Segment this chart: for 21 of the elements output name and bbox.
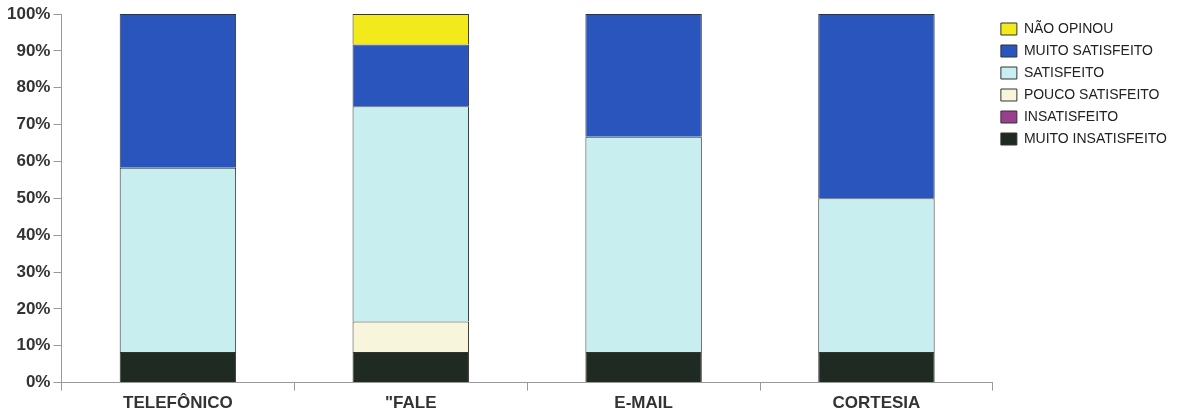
legend-label: POUCO SATISFEITO — [1023, 85, 1160, 102]
x-tick-label: CORTESIA — [832, 393, 921, 413]
y-tick-label: 20% — [16, 298, 51, 318]
legend-label: MUITO INSATISFEITO — [1023, 129, 1168, 146]
y-tick-label: 0% — [25, 372, 51, 392]
legend-label: INSATISFEITO — [1023, 107, 1119, 124]
y-tick-label: 100% — [7, 3, 51, 23]
y-tick-label: 60% — [16, 151, 51, 171]
x-tick-label: E-MAIL — [614, 393, 673, 413]
x-tick-label: TELEFÔNICO — [123, 393, 233, 413]
y-tick-label: 90% — [16, 40, 51, 60]
y-tick-label: 30% — [16, 261, 51, 281]
y-tick-label: 40% — [16, 224, 51, 244]
legend-label: MUITO SATISFEITO — [1023, 41, 1154, 58]
x-tick-label: "FALE — [385, 393, 437, 413]
y-tick-label: 50% — [16, 187, 51, 207]
y-tick-label: 10% — [16, 335, 51, 355]
legend-label: SATISFEITO — [1023, 63, 1105, 80]
legend-label: NÃO OPINOU — [1023, 19, 1114, 36]
y-tick-label: 80% — [16, 77, 51, 97]
y-tick-label: 70% — [16, 114, 51, 134]
